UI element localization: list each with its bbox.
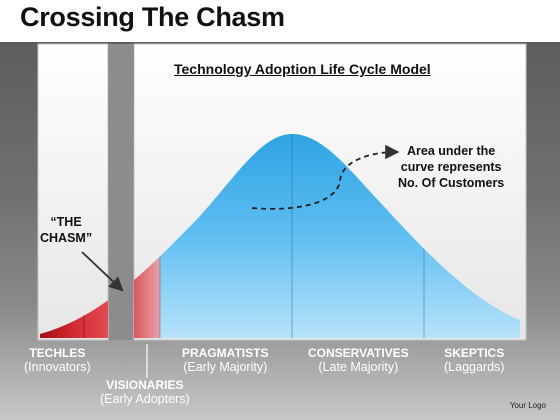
annotation-line-3: No. Of Customers	[398, 176, 505, 190]
annotation-line-1: Area under the	[407, 144, 496, 158]
annotation-pointer	[251, 144, 400, 210]
label-techles-subtitle: (Innovators)	[24, 360, 91, 374]
chasm-label-line-2: CHASM”	[40, 231, 93, 245]
label-skeptics-subtitle: (Laggards)	[444, 360, 505, 374]
label-techles-name: TECHLES	[29, 346, 86, 360]
slide-title: Crossing The Chasm	[20, 2, 285, 32]
chasm-gap-overlay	[109, 44, 133, 340]
label-conservatives-subtitle: (Late Majority)	[318, 360, 399, 374]
label-pragmatists-subtitle: (Early Majority)	[183, 360, 268, 374]
footer-logo: Your Logo	[509, 401, 546, 410]
diagram-title: Technology Adoption Life Cycle Model	[174, 61, 431, 77]
annotation-line-2: curve represents	[400, 160, 502, 174]
label-skeptics-name: SKEPTICS	[444, 346, 505, 360]
label-pragmatists: PRAGMATISTS (Early Majority)	[182, 346, 268, 374]
label-visionaries-subtitle: (Early Adopters)	[100, 392, 190, 406]
label-visionaries: VISIONARIES (Early Adopters)	[100, 378, 190, 406]
left-panel	[37, 43, 109, 341]
label-skeptics: SKEPTICS (Laggards)	[444, 346, 504, 374]
label-pragmatists-name: PRAGMATISTS	[182, 346, 269, 360]
curve-annotation: Area under the curve represents No. Of C…	[398, 143, 504, 191]
chasm-label: “THE CHASM”	[40, 214, 92, 246]
label-techles: TECHLES (Innovators)	[24, 346, 91, 374]
chasm-label-line-1: “THE	[50, 215, 82, 229]
label-visionaries-name: VISIONARIES	[106, 378, 184, 392]
label-conservatives-name: CONSERVATIVES	[308, 346, 409, 360]
label-conservatives: CONSERVATIVES (Late Majority)	[308, 346, 409, 374]
chasm-arrow	[81, 251, 124, 292]
